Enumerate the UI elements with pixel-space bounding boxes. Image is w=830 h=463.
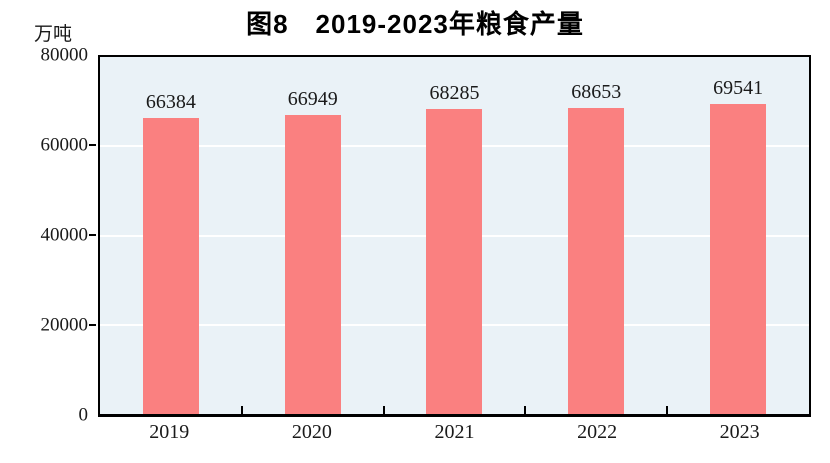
bar-column-2021: 68285 <box>384 57 526 414</box>
x-axis-label-2022: 2022 <box>577 421 618 443</box>
bar-value-label: 68285 <box>429 82 480 105</box>
x-tick-mark <box>240 406 243 414</box>
bar-column-2019: 66384 <box>100 57 242 414</box>
y-tick-mark <box>89 144 96 146</box>
x-tick-mark <box>382 406 385 414</box>
plot-area: 66384 66949 68285 68653 69541 <box>98 55 811 417</box>
x-axis-label-2023: 2023 <box>719 421 760 443</box>
y-tick-mark <box>89 324 96 326</box>
y-tick-label: 20000 <box>40 314 89 336</box>
x-axis-label-2020: 2020 <box>291 421 332 443</box>
bar-value-label: 66949 <box>287 88 338 111</box>
bar-value-label: 66384 <box>145 90 196 113</box>
chart-title: 图8 2019-2023年粮食产量 <box>246 9 584 39</box>
x-axis-labels: 2019 2020 2021 2022 2023 <box>98 421 811 444</box>
x-axis-label-2021: 2021 <box>434 421 475 443</box>
x-tick-mark <box>524 406 527 414</box>
bar <box>426 109 483 414</box>
bars-container: 66384 66949 68285 68653 69541 <box>100 57 809 414</box>
bar <box>568 107 625 414</box>
bar-value-label: 68653 <box>571 80 622 103</box>
x-axis-label-2019: 2019 <box>149 421 190 443</box>
x-tick-mark <box>666 406 669 414</box>
y-tick-label: 80000 <box>40 44 89 66</box>
y-tick-mark <box>89 234 96 236</box>
bar-column-2022: 68653 <box>525 57 667 414</box>
bar <box>142 117 199 414</box>
y-tick-label: 60000 <box>40 134 89 156</box>
bar-value-label: 69541 <box>713 76 764 99</box>
bar <box>284 115 341 414</box>
y-axis: 0 20000 40000 60000 80000 <box>0 46 96 425</box>
y-axis-unit-label: 万吨 <box>34 24 73 45</box>
bar-column-2020: 66949 <box>242 57 384 414</box>
y-tick-label: 40000 <box>40 224 89 246</box>
bar-column-2023: 69541 <box>667 57 809 414</box>
bar <box>710 103 767 414</box>
y-tick-label: 0 <box>78 404 89 426</box>
